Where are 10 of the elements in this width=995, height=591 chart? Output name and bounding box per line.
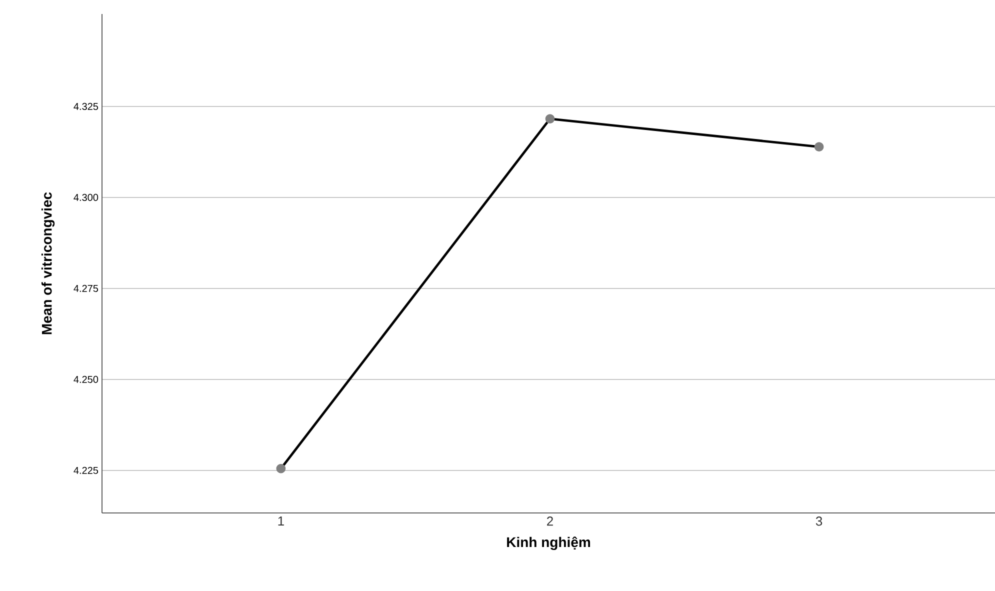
y-tick-label: 4.225 (74, 466, 98, 474)
y-tick-label: 4.325 (74, 102, 98, 110)
x-tick-label: 2 (547, 516, 553, 526)
x-tick-label: 3 (816, 516, 822, 526)
x-tick-label: 1 (278, 516, 284, 526)
y-tick-label: 4.300 (74, 194, 98, 201)
y-axis-title: Mean of vitricongviec (41, 192, 55, 334)
y-tick-label: 4.275 (74, 284, 98, 292)
y-tick-label: 4.250 (74, 376, 98, 383)
x-axis-title: Kinh nghiệm (507, 536, 590, 550)
